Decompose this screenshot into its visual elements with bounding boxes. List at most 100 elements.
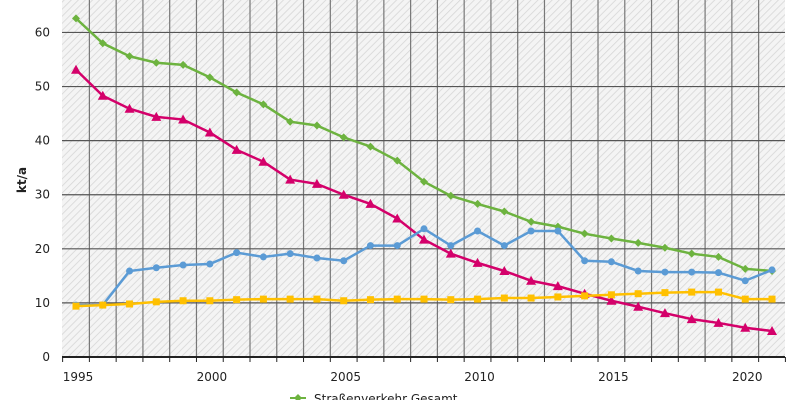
data-point bbox=[686, 314, 697, 324]
data-point bbox=[338, 189, 349, 199]
data-point bbox=[99, 301, 107, 309]
data-point bbox=[741, 295, 749, 303]
data-point bbox=[365, 198, 376, 208]
data-point bbox=[152, 264, 160, 272]
data-point bbox=[125, 52, 134, 61]
data-point bbox=[740, 322, 751, 332]
x-tick-label: 2020 bbox=[732, 370, 763, 384]
data-point bbox=[447, 242, 455, 250]
data-point bbox=[340, 257, 348, 265]
data-point bbox=[713, 317, 724, 327]
data-point bbox=[660, 243, 669, 252]
data-point bbox=[499, 265, 510, 275]
y-axis-label: kt/a bbox=[15, 167, 29, 193]
data-point bbox=[527, 227, 535, 235]
data-point bbox=[393, 295, 401, 303]
data-point bbox=[313, 254, 321, 262]
axes: 0 10 20 30 40 50 60 1995 2000 2005 2010 2015 2020 bbox=[35, 25, 786, 384]
data-point bbox=[768, 295, 776, 303]
data-point bbox=[581, 257, 589, 265]
y-tick-label: 60 bbox=[35, 25, 50, 39]
data-point bbox=[606, 295, 617, 305]
data-point bbox=[554, 293, 562, 301]
data-point bbox=[179, 297, 187, 305]
data-point bbox=[474, 227, 482, 235]
data-point bbox=[286, 117, 295, 126]
data-point bbox=[366, 296, 374, 304]
data-point bbox=[366, 142, 375, 151]
data-point bbox=[285, 174, 296, 184]
data-point bbox=[714, 252, 723, 261]
x-tick-label: 2005 bbox=[330, 370, 361, 384]
data-point bbox=[526, 275, 537, 285]
data-point bbox=[71, 64, 81, 74]
data-point bbox=[554, 227, 562, 235]
data-point bbox=[233, 296, 241, 304]
data-point bbox=[178, 114, 189, 124]
data-point bbox=[124, 103, 135, 113]
data-point bbox=[527, 294, 535, 302]
legend: Straßenverkehr Gesamt bbox=[290, 392, 458, 404]
data-point bbox=[607, 258, 615, 266]
data-point bbox=[741, 264, 750, 273]
data-point bbox=[714, 269, 722, 277]
data-point bbox=[447, 296, 455, 304]
data-point bbox=[661, 289, 669, 297]
data-point bbox=[366, 242, 374, 250]
data-point bbox=[97, 90, 108, 100]
data-point bbox=[634, 267, 642, 275]
data-point bbox=[688, 288, 696, 296]
data-point bbox=[474, 295, 482, 303]
data-point bbox=[634, 238, 643, 247]
series-group bbox=[71, 14, 778, 336]
data-point bbox=[259, 295, 267, 303]
x-tick-label: 2000 bbox=[197, 370, 228, 384]
data-point bbox=[339, 133, 348, 142]
data-point bbox=[634, 290, 642, 298]
data-point bbox=[661, 268, 669, 276]
data-point bbox=[419, 234, 430, 244]
data-point bbox=[231, 144, 242, 154]
data-point bbox=[312, 121, 321, 130]
data-point bbox=[126, 300, 134, 308]
y-tick-label: 30 bbox=[35, 188, 50, 202]
data-point bbox=[205, 73, 214, 82]
legend-marker bbox=[294, 394, 302, 402]
data-point bbox=[72, 302, 80, 310]
x-tick-label: 2010 bbox=[464, 370, 495, 384]
data-point bbox=[473, 199, 482, 208]
data-point bbox=[259, 100, 268, 109]
data-point bbox=[688, 268, 696, 276]
x-tick-label: 1995 bbox=[63, 370, 94, 384]
data-point bbox=[714, 288, 722, 296]
legend-label: Straßenverkehr Gesamt bbox=[314, 392, 458, 400]
data-point bbox=[206, 260, 214, 268]
y-tick-label: 0 bbox=[42, 350, 50, 364]
data-point bbox=[607, 234, 616, 243]
data-point bbox=[313, 295, 321, 303]
data-point bbox=[581, 292, 589, 300]
data-point bbox=[420, 177, 429, 186]
data-point bbox=[151, 111, 162, 121]
data-point bbox=[258, 156, 269, 166]
data-point bbox=[233, 249, 241, 257]
data-point bbox=[232, 88, 241, 97]
data-point bbox=[446, 191, 455, 200]
data-point bbox=[659, 308, 670, 318]
data-point bbox=[741, 277, 749, 285]
y-tick-label: 40 bbox=[35, 134, 50, 148]
data-point bbox=[259, 253, 267, 261]
data-point bbox=[552, 281, 563, 291]
data-point bbox=[152, 58, 161, 67]
data-point bbox=[420, 225, 428, 233]
data-point bbox=[393, 242, 401, 250]
data-point bbox=[98, 39, 107, 48]
data-point bbox=[72, 14, 80, 23]
data-point bbox=[472, 257, 483, 267]
data-point bbox=[286, 250, 294, 258]
data-point bbox=[500, 242, 508, 250]
x-tick-label: 2015 bbox=[598, 370, 629, 384]
data-point bbox=[311, 178, 322, 188]
data-point bbox=[445, 248, 456, 258]
